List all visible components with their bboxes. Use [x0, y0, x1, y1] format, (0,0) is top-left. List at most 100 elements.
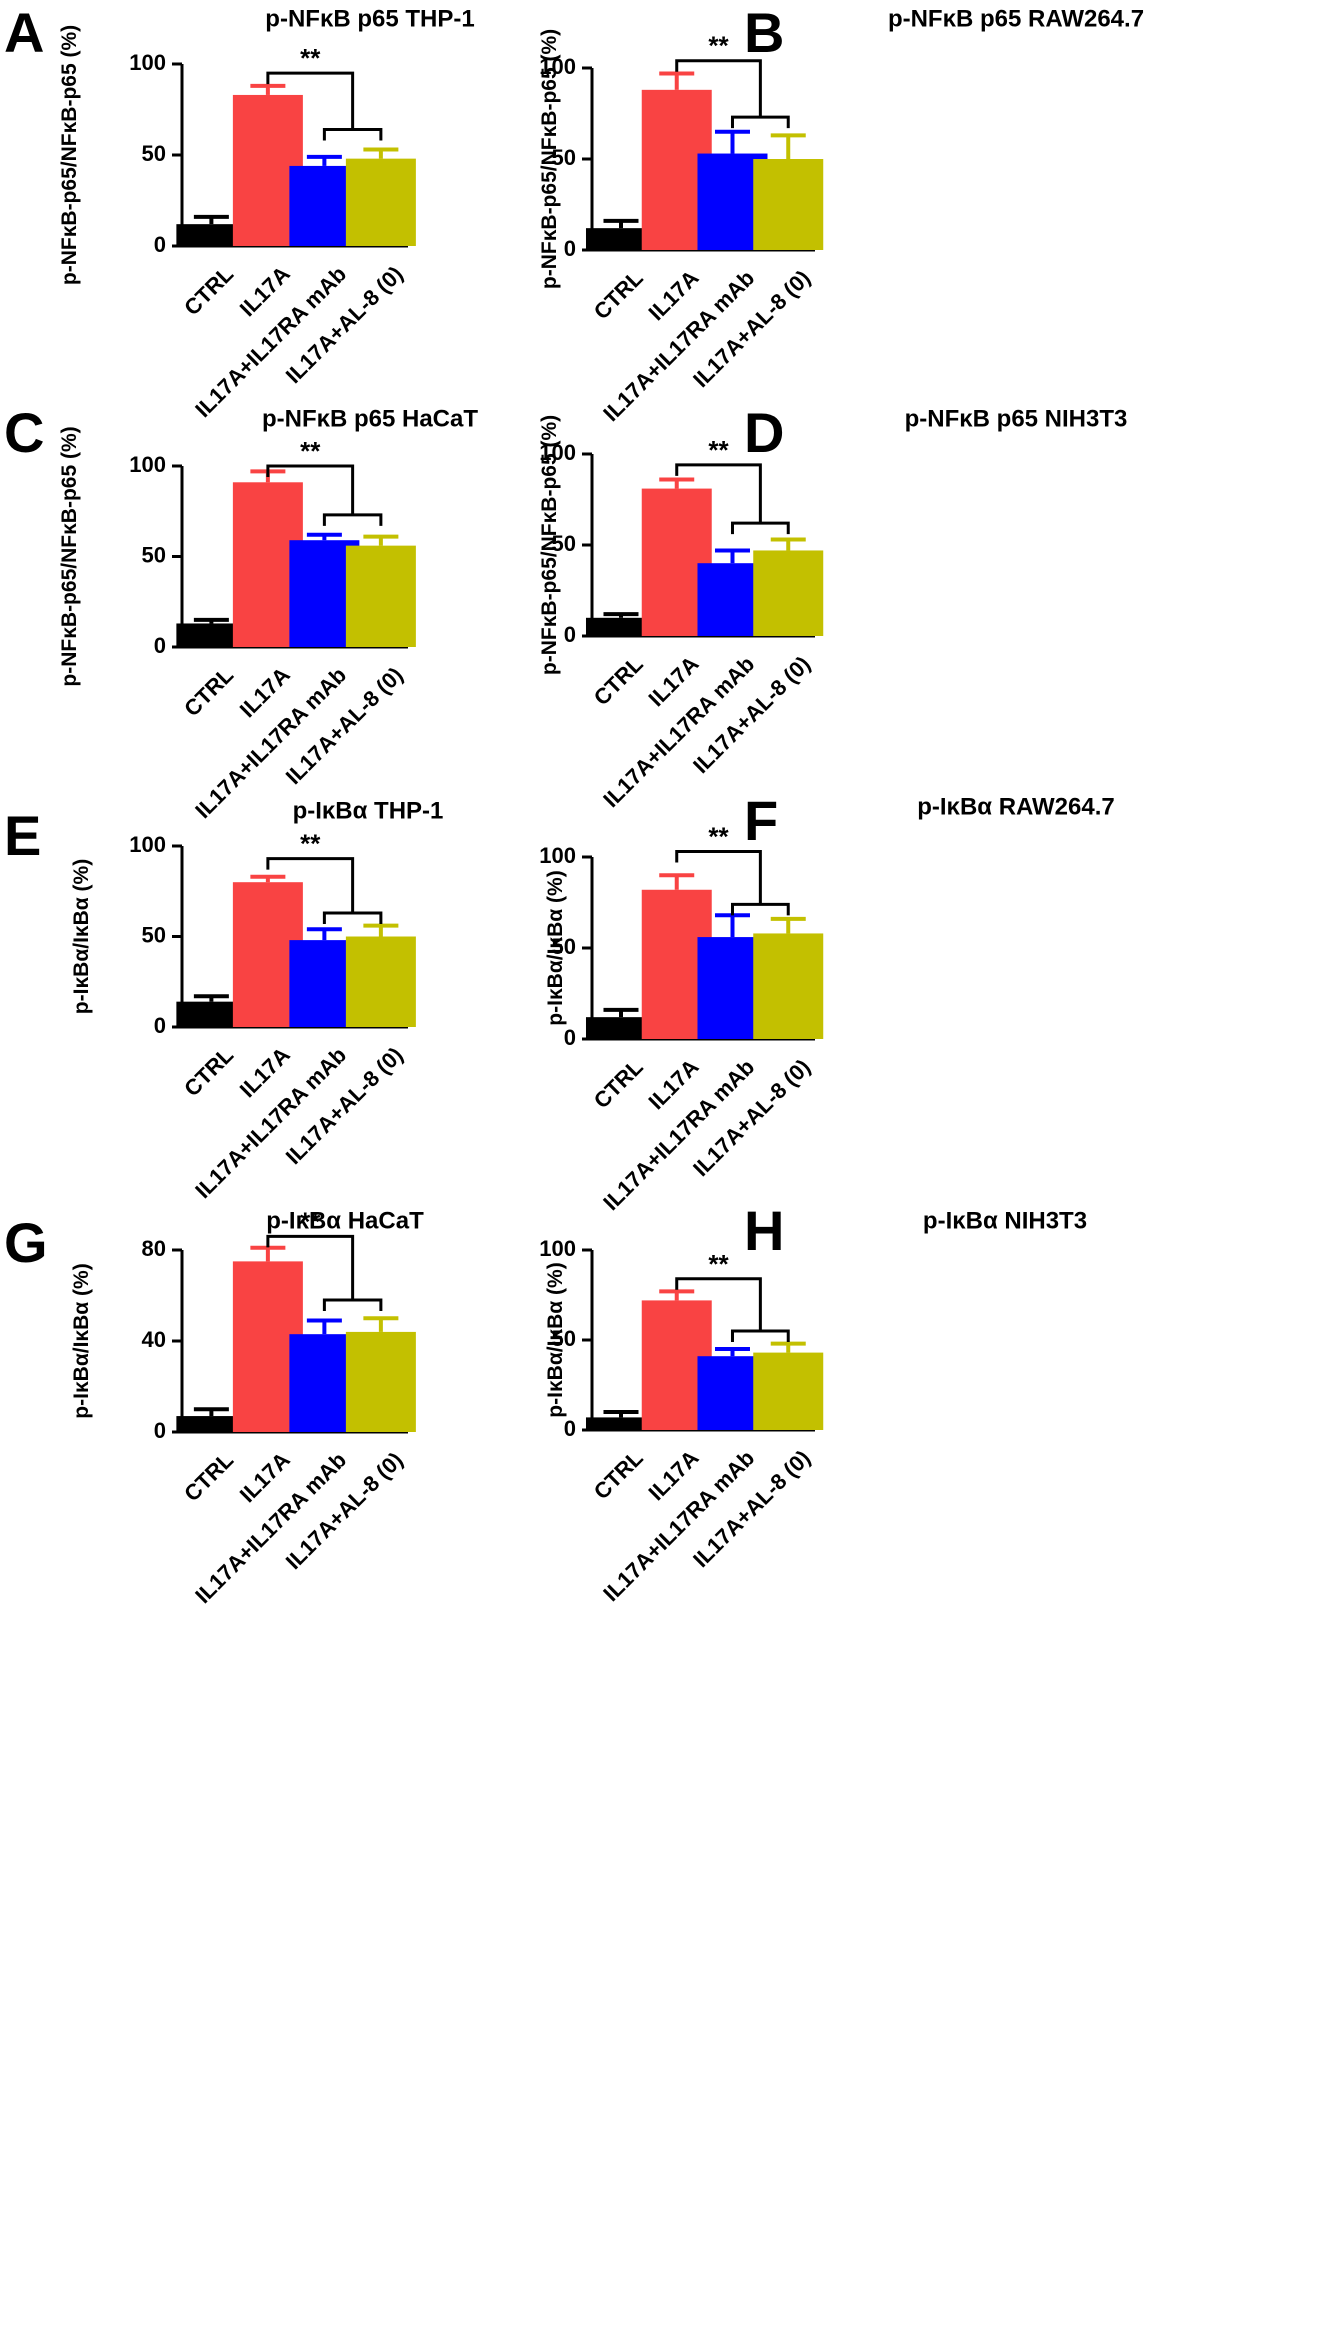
y-tick-label: 100	[539, 54, 576, 79]
panel-letter: H	[744, 1199, 784, 1262]
bar-il17a-al-8-0-	[345, 545, 416, 647]
panel-letter: F	[744, 789, 778, 852]
significance-bracket-inner	[730, 1329, 790, 1342]
significance-bracket-outer	[675, 850, 762, 905]
significance-bracket-outer	[675, 59, 762, 118]
y-tick-label: 100	[129, 452, 166, 477]
bar-ctrl	[585, 228, 656, 250]
bar-ctrl	[585, 1017, 656, 1039]
chart-title: p-IκBα THP-1	[293, 797, 444, 824]
chart-title: p-NFκB p65 HaCaT	[262, 405, 478, 432]
significance-label: **	[708, 822, 729, 852]
bar-ctrl	[176, 224, 247, 246]
x-tick-label: CTRL	[179, 261, 238, 320]
y-axis-label: p-NFκB-p65/NFκB-p65 (%)	[538, 29, 561, 289]
bar-ctrl	[585, 1417, 656, 1430]
panel-letter: B	[744, 1, 784, 64]
chart-title: p-IκBα HaCaT	[266, 1207, 424, 1234]
significance-bracket-inner	[322, 128, 383, 141]
y-tick-label: 0	[154, 232, 166, 257]
y-axis-label: p-IκBα/IκBα (%)	[70, 1263, 93, 1418]
bar-il17a-al-8-0-	[345, 158, 416, 246]
x-tick-label: CTRL	[589, 265, 648, 324]
bar-il17a-al-8-0-	[345, 1331, 416, 1432]
bar-il17a-al-8-0-	[345, 936, 416, 1027]
bar-il17a-al-8-0-	[753, 1352, 824, 1430]
y-tick-label: 0	[564, 1025, 576, 1050]
panel-letter: G	[4, 1211, 48, 1274]
y-tick-label: 100	[539, 1236, 576, 1261]
x-tick-label: CTRL	[179, 662, 238, 721]
bar-ctrl	[585, 617, 656, 636]
y-tick-label: 0	[564, 236, 576, 261]
x-tick-label: CTRL	[589, 1445, 648, 1504]
significance-label: **	[708, 435, 729, 465]
y-tick-label: 40	[142, 1327, 166, 1352]
y-tick-label: 50	[142, 141, 166, 166]
panel-letter: E	[4, 804, 41, 867]
significance-bracket-outer	[266, 71, 355, 130]
bar-ctrl	[176, 623, 247, 647]
x-tick-label: CTRL	[589, 651, 648, 710]
significance-bracket-outer	[266, 464, 355, 515]
y-tick-label: 100	[129, 832, 166, 857]
y-tick-label: 0	[154, 1418, 166, 1443]
significance-label: **	[708, 31, 729, 61]
x-tick-label: CTRL	[179, 1042, 238, 1101]
y-tick-label: 0	[154, 633, 166, 658]
y-axis-label: p-IκBα/IκBα (%)	[544, 870, 567, 1025]
significance-bracket-inner	[730, 521, 790, 535]
significance-bracket-outer	[675, 1277, 762, 1331]
y-tick-label: 0	[564, 622, 576, 647]
y-tick-label: 50	[142, 542, 166, 567]
significance-bracket-inner	[730, 115, 790, 129]
chart-title: p-IκBα RAW264.7	[917, 793, 1115, 820]
bar-il17a-al-8-0-	[753, 159, 824, 250]
y-tick-label: 50	[552, 1326, 576, 1351]
y-tick-label: 50	[142, 922, 166, 947]
y-axis-label: p-IκBα/IκBα (%)	[70, 859, 93, 1014]
y-tick-label: 50	[552, 145, 576, 170]
chart-title: p-NFκB p65 THP-1	[265, 5, 474, 32]
significance-bracket-inner	[322, 1298, 383, 1312]
bar-il17a-al-8-0-	[753, 550, 824, 636]
chart-title: p-IκBα NIH3T3	[923, 1207, 1087, 1234]
significance-bracket-inner	[322, 911, 383, 924]
y-tick-label: 0	[154, 1013, 166, 1038]
y-axis-label: p-NFκB-p65/NFκB-p65 (%)	[58, 426, 81, 686]
significance-label: **	[300, 43, 321, 73]
panel-letter: D	[744, 401, 784, 464]
y-tick-label: 0	[564, 1416, 576, 1441]
y-tick-label: 100	[539, 440, 576, 465]
significance-label: **	[708, 1249, 729, 1279]
significance-bracket-outer	[266, 1234, 355, 1301]
y-axis-label: p-NFκB-p65/NFκB-p65 (%)	[538, 415, 561, 675]
panel-letter: C	[4, 401, 44, 464]
panel-letter: A	[4, 1, 44, 64]
y-axis-label: p-NFκB-p65/NFκB-p65 (%)	[58, 25, 81, 285]
chart-title: p-NFκB p65 RAW264.7	[888, 5, 1144, 32]
chart-title: p-NFκB p65 NIH3T3	[905, 405, 1128, 432]
y-tick-label: 100	[129, 50, 166, 75]
significance-bracket-inner	[322, 513, 383, 526]
y-tick-label: 50	[552, 934, 576, 959]
y-tick-label: 50	[552, 531, 576, 556]
x-tick-label: CTRL	[179, 1447, 238, 1506]
significance-bracket-outer	[266, 857, 355, 913]
y-axis-label: p-IκBα/IκBα (%)	[544, 1262, 567, 1417]
significance-label: **	[300, 436, 321, 466]
significance-label: **	[300, 829, 321, 859]
significance-bracket-outer	[675, 463, 762, 524]
y-tick-label: 80	[142, 1236, 166, 1261]
y-tick-label: 100	[539, 843, 576, 868]
x-tick-label: CTRL	[589, 1054, 648, 1113]
bar-ctrl	[176, 1416, 247, 1432]
